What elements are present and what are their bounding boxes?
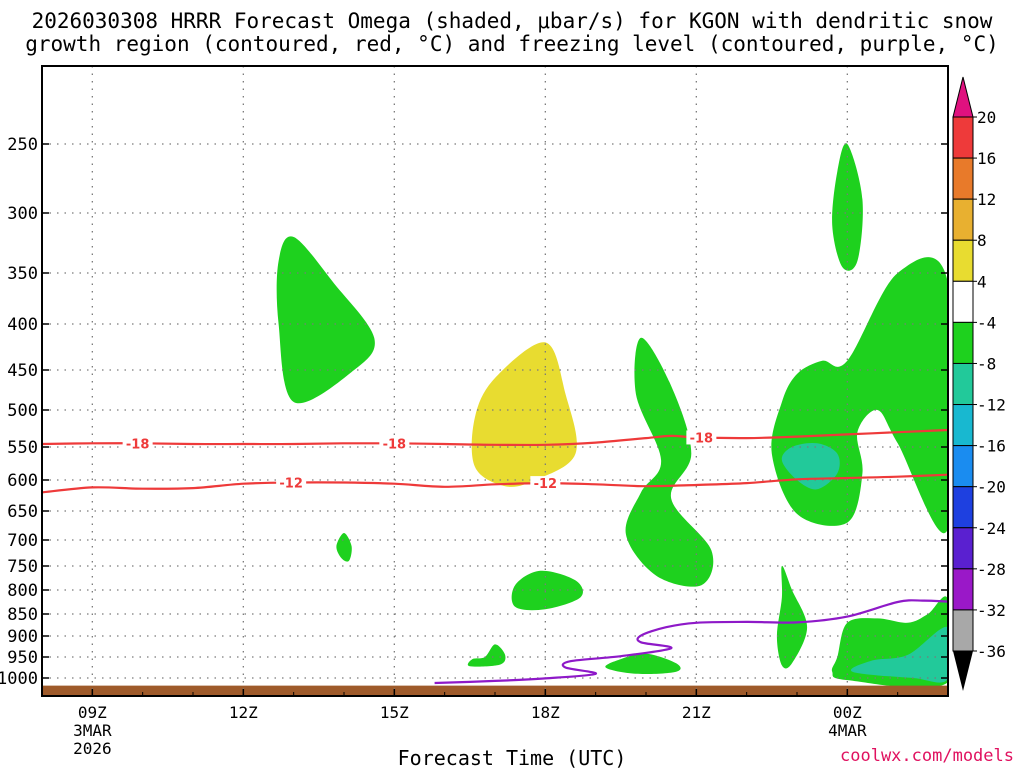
colorbar-label-2: 12: [977, 190, 996, 209]
chart-title-line-2: growth region (contoured, red, °C) and f…: [25, 32, 999, 56]
grid-layer: [42, 66, 948, 696]
contour-label-dgz-top-0: -18: [126, 437, 150, 452]
colorbar-label-3: 8: [977, 231, 987, 250]
colorbar-label-5: -4: [977, 313, 996, 332]
contour-label-bg-dgz-top-0: [122, 436, 153, 451]
x-tick-label-12Z: 12Z: [229, 703, 258, 722]
y-axis: 2503003504004505005506006507007508008509…: [0, 135, 948, 689]
colorbar-swatch-11: [952, 568, 974, 611]
colorbar-swatch-12: [952, 609, 974, 652]
y-tick-label-500: 500: [7, 401, 38, 421]
x-tick-sublabel-09Z-1: 2026: [73, 739, 112, 758]
contour-dgz-bottom: [42, 473, 948, 494]
x-tick-label-09Z: 09Z: [78, 703, 107, 722]
omega-region-ascent-1700z-950mb: [467, 644, 506, 667]
y-tick-label-550: 550: [7, 438, 38, 458]
y-tick-label-1000: 1000: [0, 669, 38, 689]
contour-label-dgz-bottom-0: -12: [279, 477, 303, 492]
contour-label-bg-dgz-top-2: [686, 430, 717, 445]
contour-label-bg-dgz-bottom-0: [276, 475, 307, 490]
colorbar-swatch-3: [952, 239, 974, 282]
colorbar-swatch-2: [952, 198, 974, 241]
contour-dgz-top: [42, 428, 948, 447]
y-tick-label-400: 400: [7, 315, 38, 335]
contour-label-dgz-bottom-1: -12: [534, 477, 558, 492]
colorbar-swatch-6: [952, 362, 974, 406]
contour-label-layer: -18 -18 -18 -12 -12: [122, 430, 717, 492]
chart-title-line-1: 2026030308 HRRR Forecast Omega (shaded, …: [31, 9, 993, 33]
site-credit: coolwx.com/models: [840, 746, 1014, 766]
colorbar-label-6: -8: [977, 354, 996, 373]
y-tick-label-450: 450: [7, 361, 38, 381]
y-tick-label-300: 300: [7, 204, 38, 224]
omega-region-ascent-2000z-column: [625, 337, 714, 587]
contour-label-bg-dgz-top-1: [379, 436, 410, 451]
omega-region-ground: [42, 685, 948, 696]
y-tick-label-750: 750: [7, 557, 38, 577]
x-tick-sublabel-00Z-0: 4MAR: [828, 721, 867, 740]
y-tick-label-700: 700: [7, 531, 38, 551]
y-tick-label-950: 950: [7, 648, 38, 668]
omega-region-ascent-0000z-upper: [832, 143, 863, 271]
y-tick-label-350: 350: [7, 264, 38, 284]
colorbar-label-11: -28: [977, 560, 1006, 579]
omega-region-ascent-1400z-700mb: [336, 533, 352, 562]
x-tick-sublabel-09Z-0: 3MAR: [73, 721, 112, 740]
colorbar: 20 16 12 8 4 -4 -8 -12 -16 -20 -24 -28 -32 -36: [952, 76, 1006, 691]
colorbar-swatch-10: [952, 527, 974, 570]
colorbar-label-7: -12: [977, 396, 1006, 415]
colorbar-label-9: -20: [977, 478, 1006, 497]
colorbar-label-1: 16: [977, 149, 996, 168]
x-tick-label-21Z: 21Z: [682, 703, 711, 722]
colorbar-swatch-7: [952, 404, 974, 447]
contour-freezing-level: [434, 599, 948, 685]
y-tick-label-850: 850: [7, 605, 38, 625]
colorbar-label-4: 4: [977, 272, 987, 291]
x-tick-label-18Z: 18Z: [531, 703, 560, 722]
omega-region-descent-1700z: [471, 342, 577, 487]
colorbar-label-12: -32: [977, 601, 1006, 620]
colorbar-label-0: 20: [977, 108, 996, 127]
y-tick-label-900: 900: [7, 627, 38, 647]
colorbar-swatch-0: [952, 116, 974, 159]
x-tick-label-15Z: 15Z: [380, 703, 409, 722]
colorbar-label-10: -24: [977, 519, 1006, 538]
omega-region-ascent-2000z-950mb: [605, 653, 681, 675]
y-tick-label-650: 650: [7, 502, 38, 522]
y-tick-label-250: 250: [7, 135, 38, 155]
x-tick-label-00Z: 00Z: [833, 703, 862, 722]
colorbar-swatch-5: [952, 321, 974, 364]
omega-region-ascent-1310z-upper: [276, 236, 375, 404]
x-axis-label: Forecast Time (UTC): [397, 746, 627, 770]
omega-region-ascent-0000z-mid: [771, 257, 948, 533]
contour-label-dgz-top-2: -18: [690, 431, 714, 446]
y-tick-label-800: 800: [7, 581, 38, 601]
contour-label-bg-dgz-bottom-1: [530, 476, 561, 491]
y-tick-label-600: 600: [7, 471, 38, 491]
omega-shading-layer: [42, 143, 948, 696]
omega-region-ascent-0100z-low-core: [850, 627, 948, 683]
colorbar-swatch-8: [952, 445, 974, 488]
colorbar-top-arrow: [952, 76, 974, 118]
contour-layer: [42, 428, 948, 685]
colorbar-label-8: -16: [977, 437, 1006, 456]
colorbar-bottom-arrow: [953, 651, 973, 691]
colorbar-swatch-1: [952, 157, 974, 200]
colorbar-swatch-9: [952, 486, 974, 529]
colorbar-swatch-4: [952, 280, 974, 323]
omega-region-ascent-2200z-column: [776, 565, 808, 669]
colorbar-label-13: -36: [977, 642, 1006, 661]
contour-label-dgz-top-1: -18: [383, 437, 407, 452]
omega-region-ascent-1800z-800mb: [511, 570, 583, 611]
